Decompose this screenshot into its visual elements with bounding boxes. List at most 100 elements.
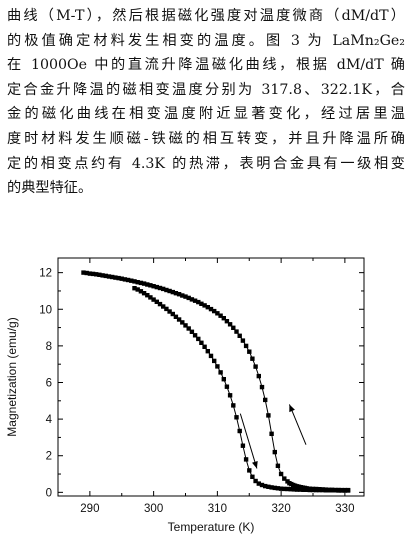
data-point <box>301 487 306 492</box>
data-point <box>221 377 226 382</box>
data-point <box>132 286 137 291</box>
data-point <box>205 305 210 310</box>
y-tick-label: 6 <box>46 377 52 389</box>
data-point <box>170 311 175 317</box>
data-point <box>237 428 242 434</box>
data-point <box>189 297 195 302</box>
x-tick-label: 290 <box>80 503 99 515</box>
data-point <box>167 288 172 294</box>
data-point <box>240 443 246 448</box>
x-axis-label: Temperature (K) <box>168 520 255 534</box>
data-point <box>135 280 140 285</box>
data-point <box>90 271 96 277</box>
paragraph-line: 定合金升降温的磁相变温度分别为 317.8、322.1K，合 <box>7 81 405 98</box>
data-point <box>256 373 261 379</box>
data-point <box>189 329 195 334</box>
data-point <box>333 488 338 493</box>
data-point <box>227 322 233 327</box>
data-point <box>345 488 351 493</box>
data-point <box>87 271 93 276</box>
data-point <box>196 336 201 342</box>
hysteresis-arrowhead <box>252 461 258 469</box>
data-point <box>167 309 172 314</box>
data-point <box>224 319 230 324</box>
data-point <box>208 353 214 359</box>
data-point <box>151 297 156 302</box>
data-point <box>259 482 265 488</box>
data-point <box>307 487 312 493</box>
data-point <box>173 291 179 296</box>
data-point <box>231 325 236 330</box>
data-point <box>227 393 233 398</box>
data-point <box>132 279 137 284</box>
data-point <box>100 273 105 278</box>
data-point <box>113 275 118 280</box>
x-tick-label: 300 <box>144 503 163 515</box>
data-point <box>247 349 252 354</box>
paragraph-line: 金的磁化曲线在相变温度附近显著变化，经过居里温 <box>7 106 405 123</box>
data-point <box>272 449 277 455</box>
data-point <box>161 304 166 309</box>
data-point <box>323 488 328 493</box>
data-point <box>253 478 258 484</box>
data-point <box>317 487 322 493</box>
data-point <box>202 303 207 308</box>
body-paragraph: 曲线（M-T），然后根据磁化强度对温度微商（dM/dT） 的极值确定材料发生相变… <box>7 4 405 201</box>
data-point <box>103 273 108 279</box>
data-point <box>269 431 274 436</box>
paragraph-line: 曲线（M-T），然后根据磁化强度对温度微商（dM/dT） <box>7 8 405 24</box>
data-point <box>342 488 348 493</box>
data-point <box>110 274 115 280</box>
data-point <box>263 397 268 403</box>
data-point <box>161 286 166 292</box>
hysteresis-arrowhead <box>289 404 295 413</box>
data-point <box>275 486 281 491</box>
data-point <box>263 483 268 489</box>
data-point <box>266 484 271 489</box>
data-point <box>186 326 191 331</box>
data-point <box>278 486 284 491</box>
data-point <box>122 277 128 282</box>
data-point <box>269 485 274 490</box>
data-point <box>253 364 258 369</box>
plot-frame <box>57 257 365 497</box>
y-tick-label: 2 <box>46 451 52 463</box>
data-point <box>151 284 156 289</box>
data-point <box>294 487 300 492</box>
data-point <box>336 488 341 493</box>
data-point <box>97 272 102 277</box>
data-point <box>176 292 182 297</box>
x-tick-label: 320 <box>272 503 291 515</box>
data-point <box>329 488 335 493</box>
data-point <box>326 488 332 493</box>
data-point <box>129 278 134 283</box>
magnetization-chart: 290 300 310 320 330 0 2 4 6 8 10 12 Temperature (K)… <box>5 257 365 534</box>
y-tick-label: 8 <box>46 341 52 353</box>
data-point <box>234 415 239 420</box>
data-point <box>240 338 246 343</box>
data-point <box>266 413 271 418</box>
data-point <box>250 356 255 361</box>
data-point <box>135 287 140 292</box>
data-point <box>141 281 147 286</box>
data-point <box>148 295 153 300</box>
data-point <box>119 276 124 281</box>
y-tick-label: 12 <box>39 268 52 280</box>
data-point <box>106 274 112 279</box>
data-point <box>243 457 249 462</box>
data-point <box>164 306 169 312</box>
paragraph-line: 的极值确定材料发生相变的温度。图 3 为 LaMn₂Ge₂ <box>7 32 405 49</box>
data-point <box>173 314 179 319</box>
data-point <box>212 358 217 364</box>
data-point <box>231 403 236 408</box>
data-point <box>282 486 287 492</box>
data-point <box>157 301 163 307</box>
data-point <box>218 370 223 375</box>
data-point <box>170 289 175 295</box>
data-point <box>183 294 188 299</box>
data-point <box>310 487 316 493</box>
data-point <box>275 463 281 468</box>
hysteresis-arrow-shaft <box>239 413 258 469</box>
data-point <box>145 293 150 298</box>
data-point <box>81 270 86 275</box>
